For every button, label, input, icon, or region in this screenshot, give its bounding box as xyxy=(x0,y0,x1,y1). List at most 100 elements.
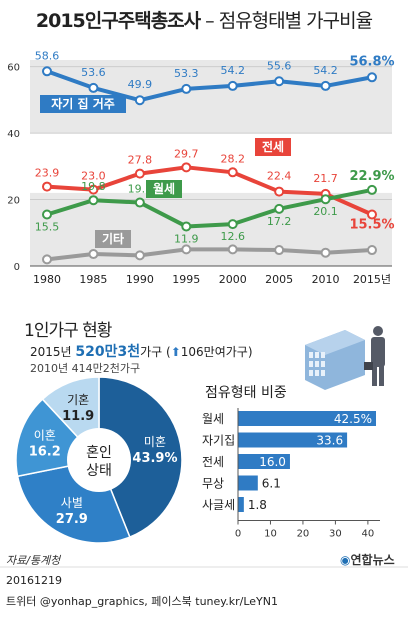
bar-4 xyxy=(238,497,244,512)
credit-line: 트위터 @yonhap_graphics, 페이스북 tuney.kr/LeYN… xyxy=(6,595,278,608)
data-point xyxy=(134,168,145,179)
pie-slice-value: 16.2 xyxy=(29,444,61,459)
data-label: 28.2 xyxy=(220,152,245,165)
data-label: 19.8 xyxy=(81,180,106,193)
single-household-total: 2015년 520만3천가구 (⬆106만여가구) xyxy=(30,341,253,361)
data-point xyxy=(367,184,377,195)
bar-category-label: 월세 xyxy=(202,412,224,426)
pie-slice-name: 기혼 xyxy=(67,393,89,407)
data-point xyxy=(320,80,331,91)
pie-slice-value: 27.9 xyxy=(56,512,88,527)
pie-center-label: 혼인 xyxy=(86,445,112,461)
x-tick-label: 1995 xyxy=(172,273,200,286)
single-household-title: 1인가구 현황 xyxy=(24,321,112,341)
building-window xyxy=(309,352,313,358)
x-tick-label: 2010 xyxy=(312,273,340,286)
series-name-tag: 전세 xyxy=(262,139,284,154)
data-point xyxy=(274,245,285,256)
data-label: 54.2 xyxy=(313,64,338,77)
data-point xyxy=(88,82,99,93)
data-point xyxy=(181,83,192,94)
data-label: 12.6 xyxy=(220,230,245,243)
series-name-tag: 월세 xyxy=(153,181,175,196)
data-label: 17.2 xyxy=(267,215,292,228)
x-tick-label: 2005 xyxy=(265,273,293,286)
series-line-2 xyxy=(46,187,373,229)
data-point xyxy=(227,219,238,230)
total-mid: 가구 ( xyxy=(140,345,171,359)
person-head xyxy=(373,326,383,336)
data-label: 56.8% xyxy=(349,54,394,69)
series-tag-box xyxy=(95,230,131,248)
person-body xyxy=(371,337,385,367)
data-point xyxy=(88,249,99,260)
data-point xyxy=(42,66,52,77)
title-main: 2015인구주택총조사 xyxy=(35,10,201,32)
pie-slice-0 xyxy=(98,376,183,539)
data-label: 49.9 xyxy=(128,78,153,91)
total-value: 520만3천 xyxy=(75,344,141,360)
data-point xyxy=(134,250,145,261)
total-increase: 106만여가구) xyxy=(180,345,253,359)
person-leg xyxy=(379,366,384,386)
y-tick-label: 0 xyxy=(14,262,20,273)
donut-hole xyxy=(67,428,131,492)
series-tag-box xyxy=(40,95,126,113)
data-label: 20.1 xyxy=(313,205,338,218)
bar-x-tick-label: 0 xyxy=(235,529,241,540)
pie-slice-name: 사별 xyxy=(61,496,83,510)
bar-x-tick-label: 20 xyxy=(297,529,310,540)
series-line-0 xyxy=(46,69,373,103)
single-household-2010: 2010년 414만2천가구 xyxy=(30,362,141,375)
data-point xyxy=(181,244,192,255)
series-name-tag: 기타 xyxy=(102,231,124,246)
data-point xyxy=(42,209,52,220)
data-label: 54.2 xyxy=(220,64,245,77)
data-label: 15.5 xyxy=(35,221,60,234)
x-tick-label: 1990 xyxy=(126,273,154,286)
data-point xyxy=(88,195,99,206)
date-stamp: 20161219 xyxy=(6,574,62,587)
data-label: 23.9 xyxy=(35,167,60,180)
data-point xyxy=(181,221,192,232)
data-point xyxy=(181,162,192,173)
bar-0 xyxy=(238,411,376,426)
data-label: 53.3 xyxy=(174,67,199,80)
pie-slice-value: 11.9 xyxy=(62,409,94,424)
bar-value-label: 42.5% xyxy=(334,412,372,426)
bar-value-label: 33.6 xyxy=(316,434,343,448)
data-point xyxy=(227,167,238,178)
data-point xyxy=(227,80,238,91)
data-label: 21.7 xyxy=(313,172,338,185)
data-point xyxy=(42,181,52,192)
building-window xyxy=(321,361,325,367)
bar-x-tick-label: 40 xyxy=(362,529,375,540)
person-leg xyxy=(372,366,377,386)
logo-text: 연합뉴스 xyxy=(350,553,395,567)
y-tick-label: 60 xyxy=(7,63,20,74)
total-prefix: 2015년 xyxy=(30,345,76,359)
series-line-3 xyxy=(46,247,373,262)
x-tick-label: 2015년 xyxy=(353,273,391,286)
series-line-1 xyxy=(46,165,373,217)
building-roof xyxy=(305,330,365,355)
data-point xyxy=(320,194,331,205)
bar-category-label: 자기집 xyxy=(202,434,235,448)
data-label: 55.6 xyxy=(267,59,292,72)
x-tick-label: 2000 xyxy=(219,273,247,286)
up-arrow-icon: ⬆ xyxy=(170,345,181,359)
bar-x-tick-label: 30 xyxy=(329,529,342,540)
bar-category-label: 전세 xyxy=(202,455,224,469)
bar-category-label: 무상 xyxy=(202,477,224,491)
data-point xyxy=(227,244,238,255)
bar-value-label: 16.0 xyxy=(259,455,286,469)
data-label: 11.9 xyxy=(174,232,199,245)
pie-slice-value: 43.9% xyxy=(132,451,177,466)
data-label: 22.4 xyxy=(267,170,292,183)
series-tag-box xyxy=(255,138,291,156)
data-label: 19.1 xyxy=(128,183,153,196)
data-point xyxy=(367,245,377,256)
data-point xyxy=(134,95,145,106)
data-label: 27.8 xyxy=(128,154,153,167)
